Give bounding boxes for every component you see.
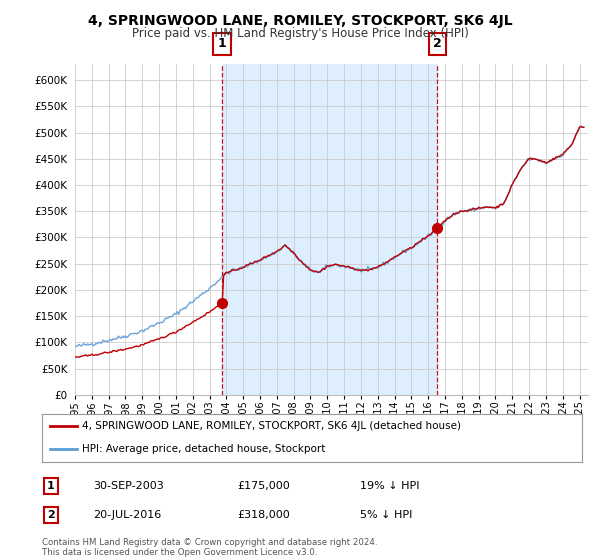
Text: 19% ↓ HPI: 19% ↓ HPI bbox=[360, 481, 419, 491]
Text: 4, SPRINGWOOD LANE, ROMILEY, STOCKPORT, SK6 4JL (detached house): 4, SPRINGWOOD LANE, ROMILEY, STOCKPORT, … bbox=[83, 421, 461, 431]
Text: 1: 1 bbox=[218, 38, 227, 50]
Bar bbox=[222, 64, 437, 395]
Text: 1: 1 bbox=[47, 481, 55, 491]
Text: 20-JUL-2016: 20-JUL-2016 bbox=[93, 510, 161, 520]
Text: Price paid vs. HM Land Registry's House Price Index (HPI): Price paid vs. HM Land Registry's House … bbox=[131, 27, 469, 40]
Text: 5% ↓ HPI: 5% ↓ HPI bbox=[360, 510, 412, 520]
Text: HPI: Average price, detached house, Stockport: HPI: Average price, detached house, Stoc… bbox=[83, 444, 326, 454]
Text: 2: 2 bbox=[47, 510, 55, 520]
Text: 4, SPRINGWOOD LANE, ROMILEY, STOCKPORT, SK6 4JL: 4, SPRINGWOOD LANE, ROMILEY, STOCKPORT, … bbox=[88, 14, 512, 28]
Text: 2: 2 bbox=[433, 38, 442, 50]
Text: £318,000: £318,000 bbox=[237, 510, 290, 520]
Text: 30-SEP-2003: 30-SEP-2003 bbox=[93, 481, 164, 491]
Text: Contains HM Land Registry data © Crown copyright and database right 2024.
This d: Contains HM Land Registry data © Crown c… bbox=[42, 538, 377, 557]
Text: £175,000: £175,000 bbox=[237, 481, 290, 491]
